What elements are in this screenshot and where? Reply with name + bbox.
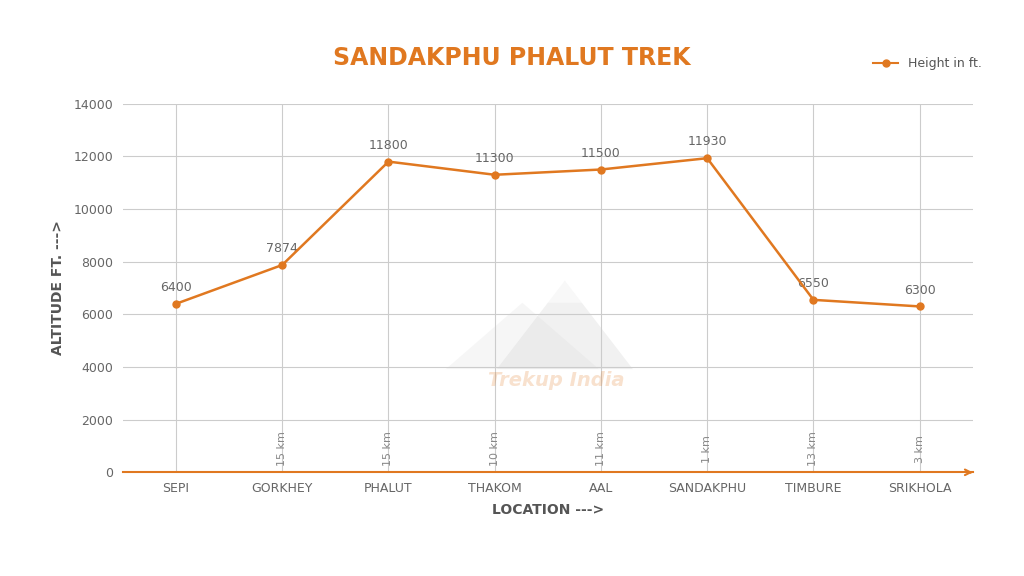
Polygon shape bbox=[497, 281, 633, 369]
Text: 15 km: 15 km bbox=[383, 431, 393, 466]
Text: 6400: 6400 bbox=[160, 281, 191, 294]
Text: 3 km: 3 km bbox=[914, 435, 925, 463]
X-axis label: LOCATION --->: LOCATION ---> bbox=[492, 503, 604, 517]
Text: 11300: 11300 bbox=[475, 152, 514, 165]
Text: 7874: 7874 bbox=[266, 242, 298, 255]
Polygon shape bbox=[530, 281, 599, 303]
Polygon shape bbox=[445, 303, 599, 369]
Text: 11930: 11930 bbox=[687, 135, 727, 149]
Text: 11800: 11800 bbox=[369, 139, 409, 152]
Text: 6550: 6550 bbox=[798, 277, 829, 290]
Text: 11 km: 11 km bbox=[596, 431, 606, 466]
Text: 13 km: 13 km bbox=[808, 431, 818, 466]
Text: Trekup India: Trekup India bbox=[488, 371, 625, 389]
Text: 15 km: 15 km bbox=[278, 431, 288, 466]
Text: 11500: 11500 bbox=[581, 147, 621, 160]
Legend: Height in ft.: Height in ft. bbox=[868, 52, 987, 75]
Text: SANDAKPHU PHALUT TREK: SANDAKPHU PHALUT TREK bbox=[333, 46, 691, 70]
Text: 1 km: 1 km bbox=[702, 435, 713, 463]
Text: 6300: 6300 bbox=[904, 284, 936, 297]
Text: 10 km: 10 km bbox=[489, 431, 500, 466]
Y-axis label: ALTITUDE FT. --->: ALTITUDE FT. ---> bbox=[51, 221, 65, 355]
